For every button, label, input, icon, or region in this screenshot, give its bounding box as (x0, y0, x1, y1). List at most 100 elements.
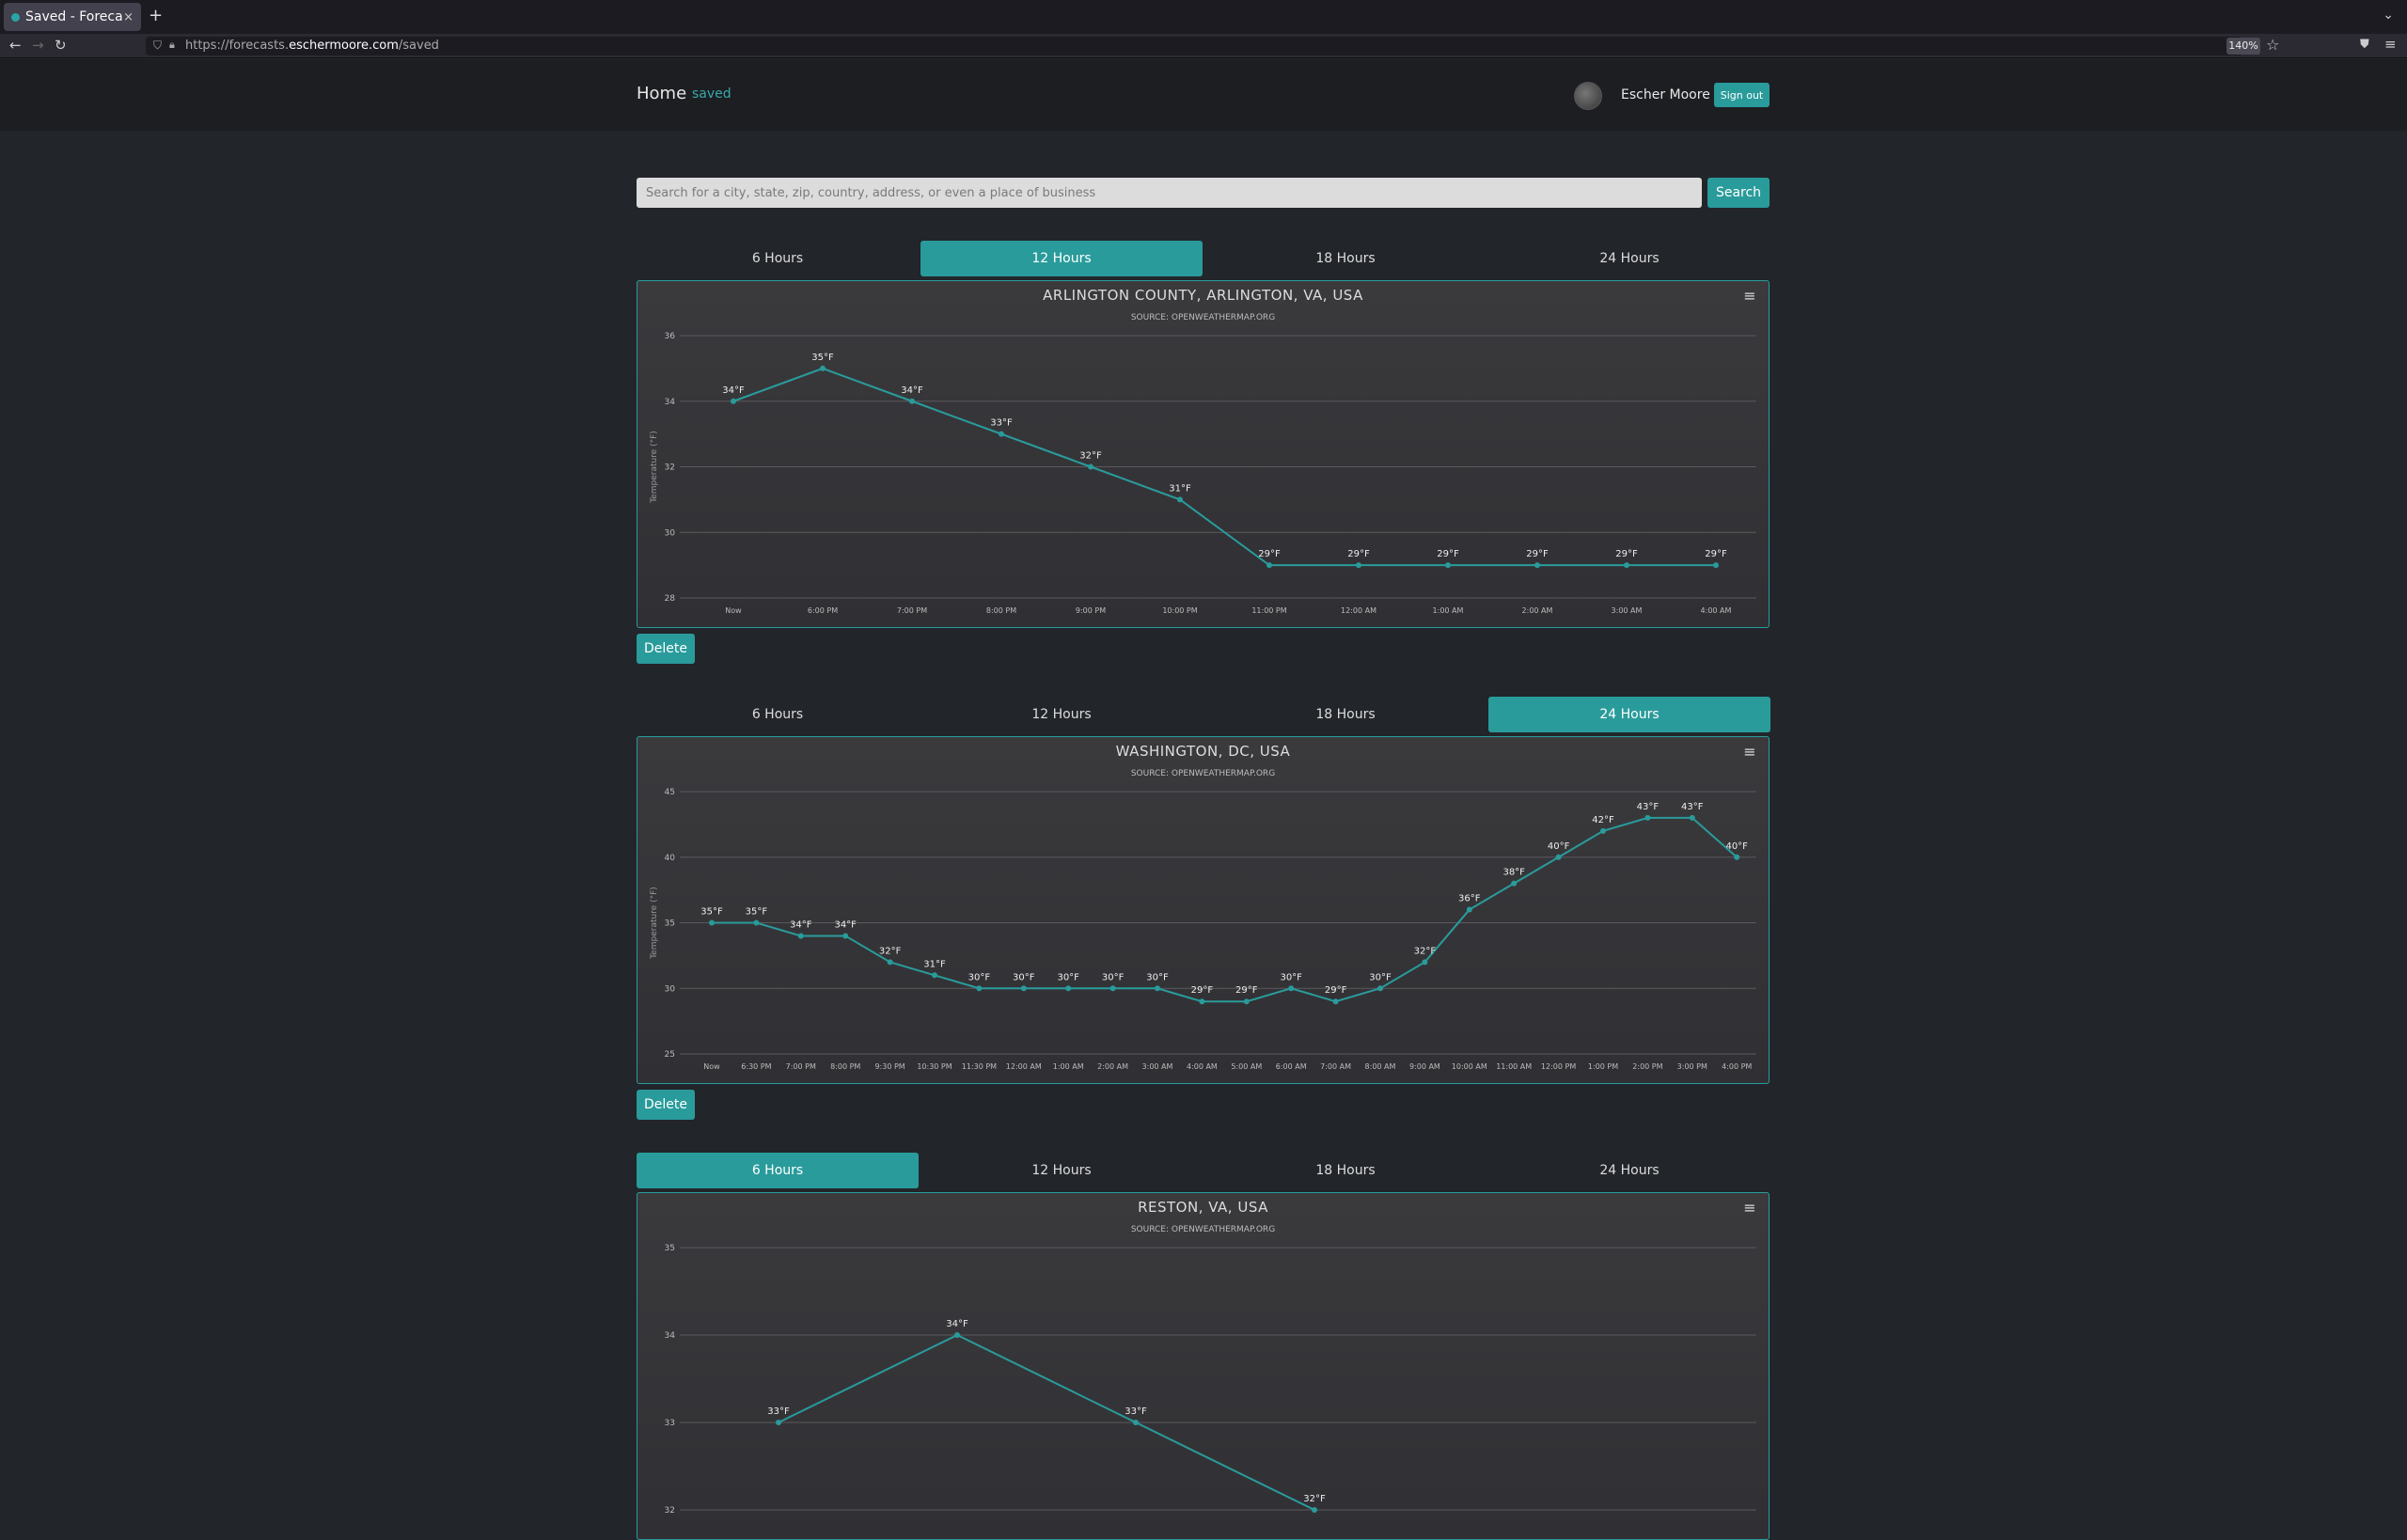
tab-18-hours[interactable]: 18 Hours (1204, 241, 1487, 276)
y-tick-label: 45 (665, 788, 675, 797)
x-tick-label: Now (703, 1062, 720, 1071)
delete-button[interactable]: Delete (637, 1090, 695, 1120)
x-tick-label: 4:00 AM (1701, 606, 1732, 615)
browser-tab[interactable]: Saved - Forecasts × (4, 3, 141, 31)
address-bar[interactable]: ⛉ 🔒︎ https://forecasts.eschermoore.com/s… (146, 37, 2242, 55)
chart-subtitle: SOURCE: OPENWEATHERMAP.ORG (1130, 313, 1276, 322)
lock-icon[interactable]: 🔒︎ (169, 39, 175, 51)
site-header: Home saved Escher Moore Sign out (0, 59, 2407, 131)
data-label: 29°F (1191, 985, 1214, 996)
data-label: 35°F (811, 353, 834, 363)
back-arrow-icon[interactable]: ← (9, 37, 22, 54)
x-tick-label: 11:30 PM (962, 1062, 997, 1071)
avatar[interactable] (1574, 82, 1602, 110)
tab-24-hours[interactable]: 24 Hours (1488, 697, 1770, 732)
tab-18-hours[interactable]: 18 Hours (1204, 1153, 1487, 1188)
tab-12-hours[interactable]: 12 Hours (920, 241, 1203, 276)
new-tab-icon[interactable]: + (149, 6, 164, 25)
x-tick-label: 7:00 AM (1320, 1062, 1351, 1071)
url-host: eschermoore.com (289, 39, 399, 53)
data-point (1534, 562, 1540, 569)
browser-tab-title: Saved - Forecasts (25, 9, 123, 24)
tab-18-hours[interactable]: 18 Hours (1204, 697, 1487, 732)
browser-nav-bar: ← → ↻ ⛉ 🔒︎ https://forecasts.eschermoore… (0, 34, 2407, 58)
data-label: 29°F (1705, 549, 1727, 559)
y-tick-label: 34 (665, 398, 676, 407)
x-tick-label: 9:30 PM (874, 1062, 905, 1071)
data-label: 29°F (1615, 549, 1638, 559)
tab-12-hours[interactable]: 12 Hours (920, 697, 1203, 732)
url-text[interactable]: https://forecasts.eschermoore.com/saved (185, 39, 439, 53)
data-point (1624, 562, 1629, 569)
tab-6-hours[interactable]: 6 Hours (637, 1153, 919, 1188)
x-tick-label: 12:00 AM (1006, 1062, 1042, 1071)
x-tick-label: 2:00 AM (1097, 1062, 1128, 1071)
chart-menu-icon[interactable]: ≡ (1743, 287, 1756, 305)
data-point (976, 985, 983, 992)
data-point (1356, 562, 1361, 569)
y-axis-label: Temperature (°F) (650, 431, 659, 504)
tab-24-hours[interactable]: 24 Hours (1488, 241, 1770, 276)
site-favicon-icon (11, 12, 20, 22)
data-label: 33°F (990, 418, 1013, 429)
data-label: 42°F (1592, 815, 1614, 825)
zoom-level-badge[interactable]: 140% (2226, 38, 2260, 55)
data-point (1266, 562, 1272, 569)
chart-menu-icon[interactable]: ≡ (1743, 1199, 1756, 1217)
y-tick-label: 33 (665, 1419, 675, 1428)
y-tick-label: 36 (665, 332, 676, 341)
url-path: /saved (398, 39, 439, 53)
app-menu-icon[interactable]: ≡ (2384, 36, 2397, 53)
x-tick-label: 9:00 PM (1076, 606, 1106, 615)
search-button[interactable]: Search (1707, 178, 1770, 208)
nav-home-link[interactable]: Home (637, 84, 687, 103)
nav-saved-link[interactable]: saved (692, 86, 732, 102)
data-point (1177, 496, 1183, 503)
sign-out-button[interactable]: Sign out (1714, 83, 1770, 107)
y-tick-label: 40 (665, 854, 676, 863)
hours-tabs: 6 Hours 12 Hours 18 Hours 24 Hours (637, 697, 1770, 732)
data-label: 30°F (1280, 972, 1302, 982)
y-tick-label: 34 (665, 1331, 676, 1341)
data-label: 30°F (1102, 972, 1125, 982)
tab-12-hours[interactable]: 12 Hours (920, 1153, 1203, 1188)
tab-list-chevron-down-icon[interactable]: ⌄ (2383, 8, 2394, 23)
data-label: 34°F (946, 1319, 968, 1329)
search-input[interactable] (637, 178, 1702, 208)
data-point (1555, 854, 1562, 860)
pocket-icon[interactable]: ⛊ (2360, 38, 2369, 52)
data-point (1288, 985, 1295, 992)
data-point (1644, 814, 1651, 821)
x-tick-label: 6:30 PM (741, 1062, 771, 1071)
data-point (1109, 985, 1116, 992)
tab-6-hours[interactable]: 6 Hours (637, 241, 919, 276)
reload-icon[interactable]: ↻ (55, 37, 67, 54)
data-point (1088, 464, 1093, 470)
data-label: 31°F (923, 959, 946, 969)
data-label: 32°F (1414, 946, 1437, 956)
tracking-shield-icon[interactable]: ⛉ (153, 39, 163, 52)
y-axis-label: Temperature (°F) (650, 887, 659, 960)
data-point (999, 431, 1004, 437)
data-label: 31°F (1169, 483, 1191, 494)
series-line (732, 367, 1716, 567)
chart-canvas: 28 30 32 34 36 Temperature (°F) Now 6:00 PM 7:00… (650, 332, 1756, 615)
tab-24-hours[interactable]: 24 Hours (1488, 1153, 1770, 1188)
tab-6-hours[interactable]: 6 Hours (637, 697, 919, 732)
bookmark-star-icon[interactable]: ☆ (2266, 36, 2280, 54)
close-tab-icon[interactable]: × (123, 9, 134, 24)
hours-tabs: 6 Hours 12 Hours 18 Hours 24 Hours (637, 1153, 1770, 1188)
chart-menu-icon[interactable]: ≡ (1743, 743, 1756, 761)
chart-title: WASHINGTON, DC, USA (1115, 743, 1291, 760)
forward-arrow-icon[interactable]: → (32, 37, 44, 54)
x-tick-label: 6:00 PM (808, 606, 838, 615)
delete-button[interactable]: Delete (637, 634, 695, 664)
x-tick-label: 10:30 PM (917, 1062, 952, 1071)
data-point (753, 919, 760, 926)
chart-subtitle: SOURCE: OPENWEATHERMAP.ORG (1130, 1225, 1276, 1234)
y-tick-label: 35 (665, 919, 675, 929)
x-tick-label: 3:00 AM (1612, 606, 1643, 615)
data-label: 29°F (1526, 549, 1549, 559)
x-tick-label: 12:00 PM (1541, 1062, 1576, 1071)
forecast-card: 6 Hours 12 Hours 18 Hours 24 Hours 28 30 32 34… (637, 241, 1770, 664)
